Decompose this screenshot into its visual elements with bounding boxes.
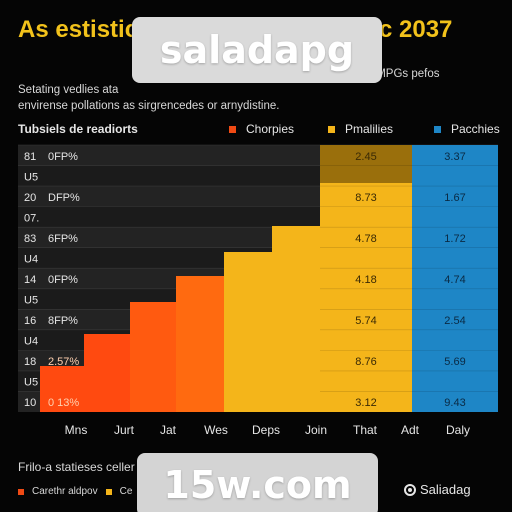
step-bar — [40, 366, 85, 412]
pacchies-bar — [412, 145, 498, 412]
row-label-right: 8FP% — [48, 315, 78, 327]
pmalilies-bar — [320, 145, 412, 412]
watermark-bottom-text: 15w.com — [163, 463, 352, 507]
row-label-left: 20 — [24, 192, 36, 204]
pmalilies-value-label: 2.45 — [355, 151, 376, 163]
x-axis-label: Wes — [204, 423, 228, 437]
pmalilies-value-label: 4.78 — [355, 233, 376, 245]
legend-item-pmalilies: Pmalilies — [328, 122, 393, 136]
row-label-right: 0FP% — [48, 151, 78, 163]
legend-swatch — [434, 125, 441, 133]
pacchies-value-label: 4.74 — [444, 274, 465, 286]
watermark-bottom: 15w.com — [137, 453, 378, 512]
pmalilies-column — [320, 145, 412, 412]
row-label-left: U5 — [24, 377, 38, 389]
step-bar — [130, 302, 177, 412]
row-label-left: 16 — [24, 315, 36, 327]
pmalilies-value-label: 8.73 — [355, 192, 376, 204]
row-label-left: 14 — [24, 274, 36, 286]
pmalilies-value-label: 4.18 — [355, 274, 376, 286]
pmalilies-value-label: 5.74 — [355, 315, 376, 327]
row-label-right: 6FP% — [48, 233, 78, 245]
row-label-right: 2.57% — [48, 356, 79, 368]
x-axis-label: Adt — [401, 423, 420, 437]
pmalilies-value-label: 3.12 — [355, 397, 376, 409]
x-axis-label: That — [353, 423, 378, 437]
row-label-left: 81 — [24, 151, 36, 163]
step-bar — [84, 334, 131, 412]
value-labels: 2.45 8.73 4.78 4.18 5.74 8.76 3.12 3.37 1.67 1.72… — [355, 151, 465, 409]
x-axis-label: Deps — [252, 423, 280, 437]
row-label-left: U4 — [24, 336, 38, 348]
brand-icon — [404, 483, 416, 496]
chart-title-left: As estistic — [18, 16, 139, 43]
footer-text: Frilo-a statieses celler — [18, 460, 135, 474]
row-label-left: U5 — [24, 295, 38, 307]
x-axis-label: Jat — [160, 423, 177, 437]
pacchies-value-label: 5.69 — [444, 356, 465, 368]
row-label-left: 07. — [24, 212, 39, 224]
pacchies-value-label: 1.67 — [444, 192, 465, 204]
legend-label: Pacchies — [451, 122, 500, 136]
row-label-left: 10 — [24, 397, 36, 409]
footer-legend: Carethr aldpov Ce — [18, 486, 132, 497]
legend-swatch — [229, 125, 236, 133]
step-bar — [224, 252, 273, 412]
watermark-top-text: saladapg — [159, 28, 355, 72]
chart-subtitle: Setating vedlies ata envirense pollation… — [18, 66, 488, 130]
x-axis-label: Jurt — [114, 423, 135, 437]
step-bar — [272, 226, 321, 412]
brand: Saliadag — [404, 482, 471, 497]
footer-legend-label: Ce — [119, 486, 133, 497]
x-axis-labels: Mns Jurt Jat Wes Deps Join That Adt Daly — [65, 423, 470, 437]
brand-name: Saliadag — [420, 482, 471, 497]
pacchies-column — [320, 145, 498, 412]
legend-label: Chorpies — [246, 122, 295, 136]
pacchies-value-label: 9.43 — [444, 397, 465, 409]
x-axis-label: Mns — [65, 423, 88, 437]
x-axis-label: Join — [305, 423, 327, 437]
pmalilies-bar-top — [320, 145, 412, 183]
pacchies-value-label: 1.72 — [444, 233, 465, 245]
row-label-left: U5 — [24, 171, 38, 183]
chart-title-right: c 2037 — [379, 16, 453, 43]
x-axis-label: Daly — [446, 423, 470, 437]
watermark-top: saladapg — [132, 17, 382, 83]
legend-swatch — [328, 125, 335, 133]
row-label-right: 0FP% — [48, 274, 78, 286]
legend-item-pacchies: Pacchies — [434, 122, 500, 136]
footer-legend-label: Carethr aldpov — [32, 486, 98, 497]
footer-legend-swatch — [18, 488, 24, 495]
legend: Tubsiels de readiorts Chorpies Pmalilies… — [18, 122, 500, 140]
legend-item-chorpies: Chorpies — [229, 122, 294, 136]
legend-label: Pmalilies — [345, 122, 394, 136]
row-labels: 81 0FP% U5 20 DFP% 07. 83 6FP% U4 14 0FP% U5 16 8FP% U… — [24, 151, 80, 409]
row-label-left: U4 — [24, 253, 38, 265]
pacchies-value-label: 3.37 — [444, 151, 465, 163]
pacchies-value-label: 2.54 — [444, 315, 465, 327]
row-label-left: 83 — [24, 233, 36, 245]
row-label-left: 18 — [24, 356, 36, 368]
chart-subtitle-text: Setating vedlies ata envirense pollation… — [18, 84, 280, 112]
row-label-right: DFP% — [48, 192, 80, 204]
row-label-right: 0 13% — [48, 397, 79, 409]
chart-title: As estistic c 2037 — [18, 16, 488, 44]
footer-legend-swatch — [105, 488, 112, 495]
legend-heading: Tubsiels de readiorts — [18, 122, 138, 136]
step-bar — [176, 276, 225, 412]
pmalilies-value-label: 8.76 — [355, 356, 376, 368]
